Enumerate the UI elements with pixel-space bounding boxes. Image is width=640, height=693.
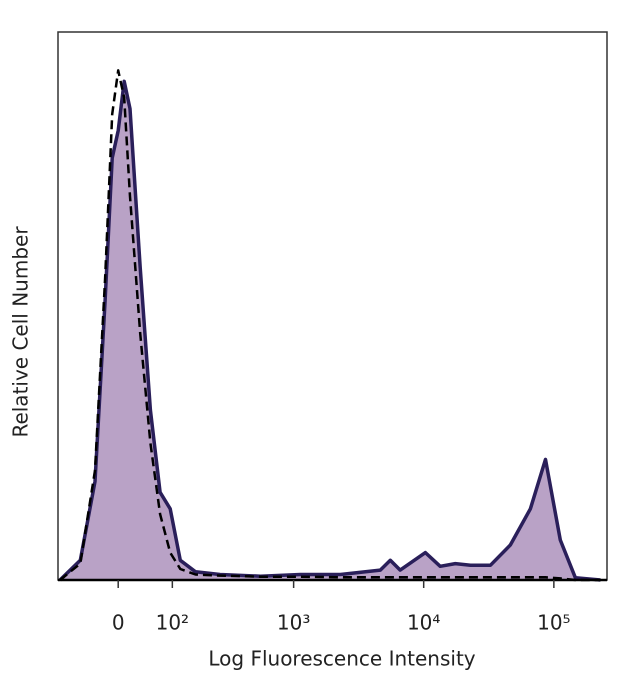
histogram-line	[59, 69, 601, 582]
x-tick-label: 10²	[156, 611, 189, 635]
x-tick-label: 0	[112, 611, 125, 635]
x-tick-label: 10⁴	[407, 611, 440, 635]
x-tick-label: 10⁵	[537, 611, 570, 635]
y-axis-label: Relative Cell Number	[9, 226, 33, 438]
histogram-fill	[60, 81, 601, 581]
x-axis-label: Log Fluorescence Intensity	[208, 647, 475, 671]
histogram-line	[58, 79, 601, 582]
x-tick-label: 10³	[277, 611, 310, 635]
